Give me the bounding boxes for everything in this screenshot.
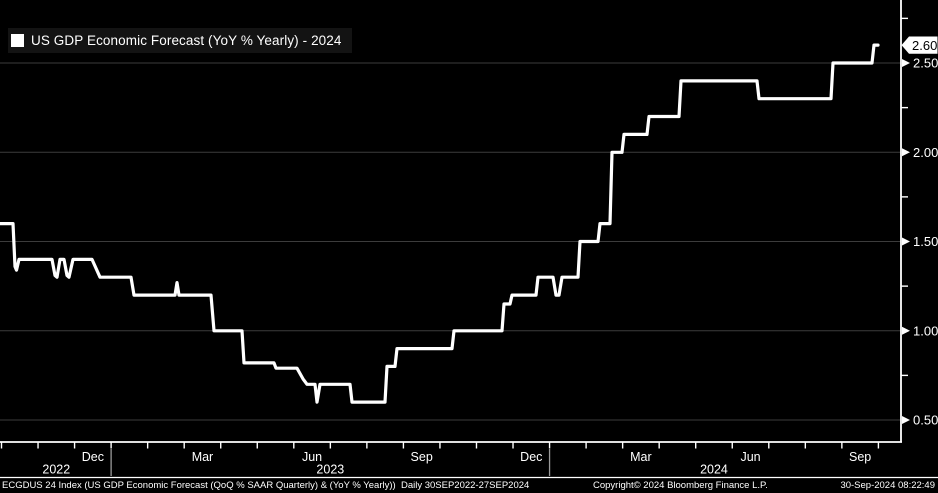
last-value-tag [901,36,938,54]
x-axis-month-label: Jun [740,450,760,464]
y-axis-label: 1.00 [913,323,938,338]
y-axis-tick-arrow-icon [902,148,910,157]
footer: ECGDUS 24 Index (US GDP Economic Forecas… [0,479,938,493]
y-axis-tick-arrow-icon [902,237,910,246]
x-axis-year-label: 2022 [42,463,70,477]
footer-copyright: Copyright© 2024 Bloomberg Finance L.P. [593,480,768,491]
y-axis-tick-arrow-icon [902,326,910,335]
axis-layer: 0.50 1.00 1.50 2.00 2.50 Dec Mar Jun Sep Dec Mar Ju… [0,0,938,479]
x-axis-year-label: 2023 [316,463,344,477]
footer-index-description: ECGDUS 24 Index (US GDP Economic Forecas… [2,480,530,491]
x-axis-month-label: Sep [849,450,871,464]
legend-marker-icon [11,34,24,47]
footer-timestamp: 30-Sep-2024 08:22:49 [840,480,935,491]
x-axis-month-label: Mar [192,450,214,464]
series-line [0,43,880,404]
series-layer [0,43,880,404]
y-axis-label: 2.00 [913,145,938,160]
x-axis-year-label: 2024 [700,463,728,477]
legend-label: US GDP Economic Forecast (YoY % Yearly) … [31,33,342,48]
x-axis-month-label: Sep [411,450,433,464]
y-axis-label: 2.50 [913,56,938,71]
last-value-tag-label: 2.60 [912,38,937,53]
x-axis-month-label: Dec [520,450,542,464]
gridline-layer [0,62,901,421]
x-axis-month-label: Mar [630,450,652,464]
x-axis-month-label: Jun [302,450,322,464]
y-axis-tick-arrow-icon [902,59,910,67]
y-axis-label: 0.50 [913,413,938,428]
y-axis-tick-arrow-icon [902,416,910,424]
x-axis-month-label: Dec [82,450,104,464]
y-axis-label: 1.50 [913,234,938,249]
legend[interactable]: US GDP Economic Forecast (YoY % Yearly) … [8,28,352,53]
